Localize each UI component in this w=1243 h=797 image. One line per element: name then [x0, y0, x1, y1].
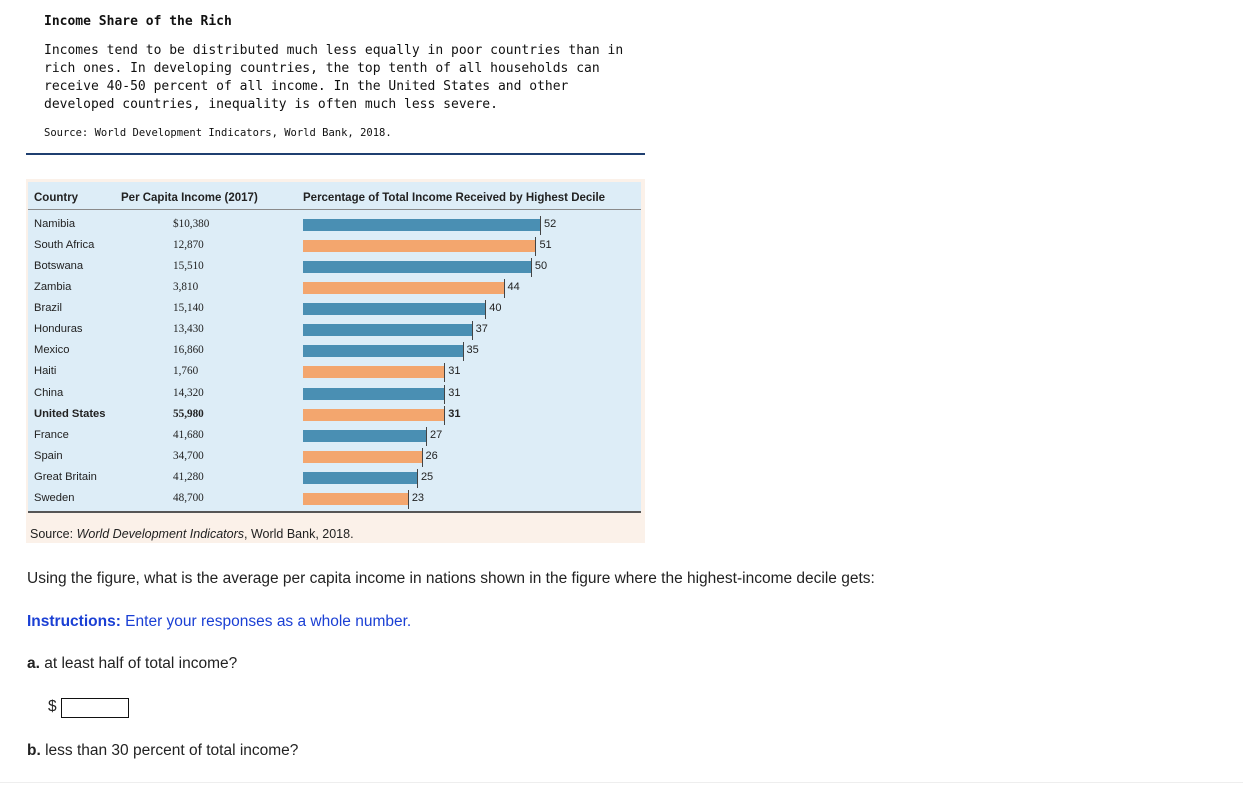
figure-source-suffix: , World Bank, 2018. — [244, 527, 354, 541]
question-a-label: a. — [27, 655, 40, 672]
question-b: b. less than 30 percent of total income? — [27, 742, 298, 760]
percentage-bar — [303, 261, 531, 274]
percentage-label: 31 — [448, 386, 461, 399]
percentage-bar — [303, 366, 445, 379]
percentage-bar — [303, 345, 463, 358]
percentage-label: 51 — [539, 239, 552, 252]
country-label: Zambia — [34, 281, 72, 294]
country-label: Spain — [34, 449, 63, 462]
country-label: China — [34, 386, 64, 399]
income-value: 41,680 — [173, 428, 204, 441]
income-value: 48,700 — [173, 491, 204, 504]
bar-end-marker — [530, 258, 532, 278]
percentage-label: 31 — [448, 407, 461, 420]
income-value: 12,870 — [173, 239, 204, 252]
bar-end-marker — [535, 237, 537, 257]
percentage-bar — [303, 324, 472, 337]
percentage-label: 40 — [489, 302, 502, 315]
question-text: Using the figure, what is the average pe… — [27, 570, 875, 587]
percentage-label: 31 — [448, 365, 461, 378]
country-label: South Africa — [34, 239, 95, 252]
column-header-income: Per Capita Income (2017) — [121, 192, 258, 204]
income-value: 16,860 — [173, 344, 204, 357]
country-label: Haiti — [34, 365, 57, 378]
percentage-label: 35 — [466, 344, 479, 357]
income-value: 14,320 — [173, 386, 204, 399]
percentage-label: 26 — [425, 449, 438, 462]
bar-end-marker — [444, 384, 446, 404]
bar-end-marker — [503, 279, 505, 299]
bar-end-marker — [416, 468, 418, 488]
country-label: Brazil — [34, 302, 62, 315]
country-label: Namibia — [34, 218, 76, 230]
column-header-percentage: Percentage of Total Income Received by H… — [303, 192, 606, 204]
income-value: 55,980 — [173, 407, 204, 420]
question-b-text: less than 30 percent of total income? — [40, 742, 299, 759]
percentage-bar — [303, 492, 408, 505]
percentage-label: 52 — [544, 218, 557, 230]
question-a: a. at least half of total income? — [27, 655, 237, 673]
intro-paragraph: Incomes tend to be distributed much less… — [44, 43, 624, 112]
country-label: France — [34, 428, 69, 441]
country-label: Great Britain — [34, 470, 97, 483]
instructions-label: Instructions: — [27, 613, 121, 630]
bar-end-marker — [471, 321, 473, 341]
income-value: 15,140 — [173, 302, 204, 315]
income-value: 41,280 — [173, 470, 204, 483]
percentage-bar — [303, 450, 422, 463]
income-value: 1,760 — [173, 365, 199, 378]
percentage-bar — [303, 282, 504, 295]
header-divider — [26, 153, 645, 155]
bottom-divider — [0, 782, 1243, 783]
instructions: Instructions: Enter your responses as a … — [27, 613, 411, 631]
bar-end-marker — [462, 342, 464, 362]
percentage-label: 27 — [430, 428, 443, 441]
header-rule — [28, 209, 641, 210]
country-label: Mexico — [34, 344, 70, 357]
figure-source-title: World Development Indicators — [76, 527, 244, 541]
percentage-bar — [303, 240, 536, 253]
income-value: $10,380 — [173, 218, 210, 230]
intro-source: Source: World Development Indicators, Wo… — [44, 127, 392, 139]
percentage-bar — [303, 303, 486, 316]
currency-symbol: $ — [48, 698, 57, 715]
bar-end-marker — [485, 300, 487, 320]
percentage-label: 23 — [411, 491, 425, 504]
question-a-text: at least half of total income? — [39, 655, 238, 672]
instructions-text: Enter your responses as a whole number. — [120, 613, 412, 630]
income-value: 3,810 — [173, 281, 199, 294]
question-b-label: b. — [27, 742, 41, 759]
bar-end-marker — [421, 447, 423, 467]
income-value: 34,700 — [173, 449, 204, 462]
bar-end-marker — [444, 363, 446, 383]
percentage-label: 44 — [507, 281, 520, 294]
page-title: Income Share of the Rich — [44, 14, 232, 29]
country-label: United States — [34, 407, 106, 420]
answer-a-input[interactable] — [61, 698, 129, 718]
country-label: Botswana — [34, 260, 84, 273]
bar-end-marker — [444, 405, 446, 425]
income-value: 13,430 — [173, 323, 204, 336]
figure-source-prefix: Source: — [30, 527, 77, 541]
bar-end-marker — [426, 426, 428, 446]
income-share-figure: Country Per Capita Income (2017) Percent… — [26, 179, 645, 543]
percentage-bar — [303, 471, 417, 484]
percentage-label: 25 — [420, 470, 434, 483]
percentage-bar — [303, 408, 445, 421]
percentage-label: 50 — [534, 260, 548, 273]
bar-end-marker — [407, 489, 409, 509]
percentage-label: 37 — [475, 323, 488, 336]
figure-table: Country Per Capita Income (2017) Percent… — [28, 182, 641, 513]
percentage-bar — [303, 387, 445, 400]
income-value: 15,510 — [173, 260, 204, 273]
country-label: Honduras — [34, 323, 83, 336]
country-label: Sweden — [34, 491, 75, 504]
column-header-country: Country — [34, 192, 79, 204]
bar-end-marker — [540, 216, 541, 235]
percentage-bar — [303, 429, 427, 442]
figure-source: Source: World Development Indicators, Wo… — [30, 527, 354, 541]
percentage-bar — [303, 219, 540, 231]
